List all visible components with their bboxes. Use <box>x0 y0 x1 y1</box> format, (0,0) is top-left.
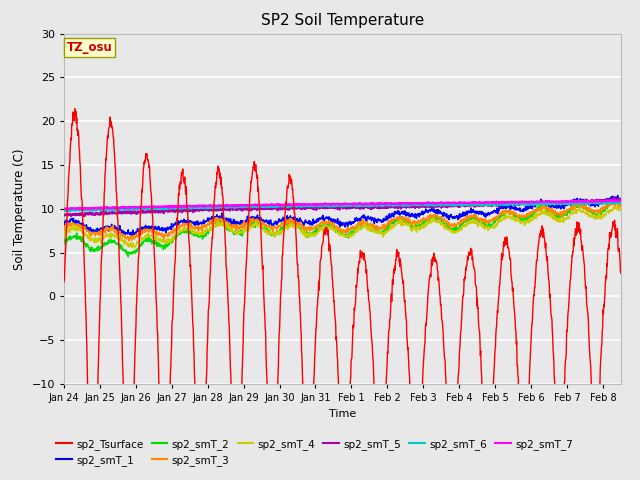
Title: SP2 Soil Temperature: SP2 Soil Temperature <box>260 13 424 28</box>
sp2_Tsurface <box>60 279 68 285</box>
sp2_smT_1 <box>60 223 68 229</box>
sp2_smT_3 <box>184 223 192 229</box>
sp2_smT_5 <box>610 195 618 201</box>
sp2_smT_4 <box>502 214 509 219</box>
sp2_smT_4 <box>128 245 136 251</box>
sp2_smT_7 <box>502 199 509 205</box>
sp2_smT_2 <box>551 212 559 218</box>
sp2_smT_3 <box>610 199 618 205</box>
sp2_smT_6 <box>184 205 192 211</box>
sp2_smT_2 <box>502 208 509 214</box>
sp2_Tsurface <box>247 179 255 184</box>
sp2_smT_5 <box>80 213 88 219</box>
sp2_smT_6 <box>611 199 619 205</box>
sp2_smT_1 <box>551 204 559 210</box>
sp2_smT_5 <box>502 202 509 207</box>
sp2_smT_3 <box>246 222 254 228</box>
Line: sp2_Tsurface: sp2_Tsurface <box>64 109 621 480</box>
Line: sp2_smT_6: sp2_smT_6 <box>64 202 621 211</box>
Line: sp2_smT_1: sp2_smT_1 <box>64 195 621 237</box>
sp2_smT_6 <box>171 205 179 211</box>
sp2_smT_5 <box>60 212 68 218</box>
sp2_smT_3 <box>502 208 509 214</box>
sp2_smT_7 <box>429 200 437 206</box>
sp2_smT_3 <box>60 225 68 231</box>
sp2_smT_1 <box>429 207 437 213</box>
sp2_smT_3 <box>125 238 133 244</box>
sp2_smT_3 <box>171 228 179 234</box>
sp2_smT_1 <box>184 218 192 224</box>
Y-axis label: Soil Temperature (C): Soil Temperature (C) <box>13 148 26 270</box>
sp2_smT_1 <box>502 203 509 208</box>
sp2_smT_5 <box>184 208 192 214</box>
sp2_smT_6 <box>60 208 68 214</box>
sp2_smT_6 <box>61 208 68 214</box>
sp2_smT_4 <box>614 203 622 209</box>
sp2_smT_7 <box>60 206 68 212</box>
sp2_smT_7 <box>171 204 179 210</box>
sp2_smT_1 <box>128 234 136 240</box>
Line: sp2_smT_7: sp2_smT_7 <box>64 200 621 209</box>
sp2_smT_2 <box>171 235 179 241</box>
sp2_smT_5 <box>429 203 437 208</box>
sp2_smT_7 <box>63 206 71 212</box>
sp2_smT_2 <box>124 254 132 260</box>
sp2_smT_2 <box>429 214 437 219</box>
Line: sp2_smT_3: sp2_smT_3 <box>64 202 621 241</box>
sp2_smT_4 <box>551 214 559 220</box>
sp2_smT_5 <box>617 198 625 204</box>
sp2_smT_3 <box>429 213 437 218</box>
sp2_smT_4 <box>171 232 179 238</box>
sp2_smT_4 <box>617 205 625 211</box>
Line: sp2_smT_4: sp2_smT_4 <box>64 206 621 248</box>
sp2_smT_6 <box>551 201 559 207</box>
sp2_smT_7 <box>246 202 254 208</box>
sp2_smT_7 <box>615 197 623 203</box>
sp2_smT_7 <box>617 198 625 204</box>
sp2_Tsurface <box>71 106 79 112</box>
sp2_smT_6 <box>246 204 254 209</box>
sp2_smT_4 <box>60 229 68 235</box>
sp2_smT_2 <box>60 236 68 242</box>
sp2_Tsurface <box>552 399 559 405</box>
sp2_smT_3 <box>551 208 559 214</box>
sp2_smT_4 <box>429 215 437 220</box>
sp2_smT_1 <box>246 219 254 225</box>
sp2_smT_4 <box>184 227 192 232</box>
X-axis label: Time: Time <box>329 408 356 419</box>
Line: sp2_smT_5: sp2_smT_5 <box>64 198 621 216</box>
sp2_smT_5 <box>171 209 179 215</box>
sp2_smT_7 <box>551 199 559 205</box>
sp2_smT_5 <box>246 206 254 212</box>
sp2_Tsurface <box>429 258 437 264</box>
sp2_Tsurface <box>172 260 179 265</box>
sp2_smT_1 <box>617 197 625 203</box>
sp2_Tsurface <box>617 270 625 276</box>
sp2_smT_2 <box>246 222 254 228</box>
sp2_smT_6 <box>617 199 625 205</box>
Legend: sp2_Tsurface, sp2_smT_1, sp2_smT_2, sp2_smT_3, sp2_smT_4, sp2_smT_5, sp2_smT_6, : sp2_Tsurface, sp2_smT_1, sp2_smT_2, sp2_… <box>52 435 577 470</box>
sp2_smT_4 <box>246 225 254 231</box>
sp2_Tsurface <box>502 242 510 248</box>
sp2_smT_1 <box>614 192 621 198</box>
sp2_smT_7 <box>184 203 192 208</box>
sp2_smT_5 <box>551 199 559 205</box>
sp2_smT_1 <box>171 221 179 227</box>
sp2_smT_2 <box>184 229 192 235</box>
sp2_Tsurface <box>185 231 193 237</box>
Text: TZ_osu: TZ_osu <box>67 41 113 54</box>
Line: sp2_smT_2: sp2_smT_2 <box>64 200 621 257</box>
sp2_smT_2 <box>617 200 625 206</box>
sp2_smT_6 <box>502 201 509 207</box>
sp2_smT_6 <box>429 202 437 208</box>
sp2_smT_2 <box>607 197 614 203</box>
sp2_smT_3 <box>617 202 625 208</box>
